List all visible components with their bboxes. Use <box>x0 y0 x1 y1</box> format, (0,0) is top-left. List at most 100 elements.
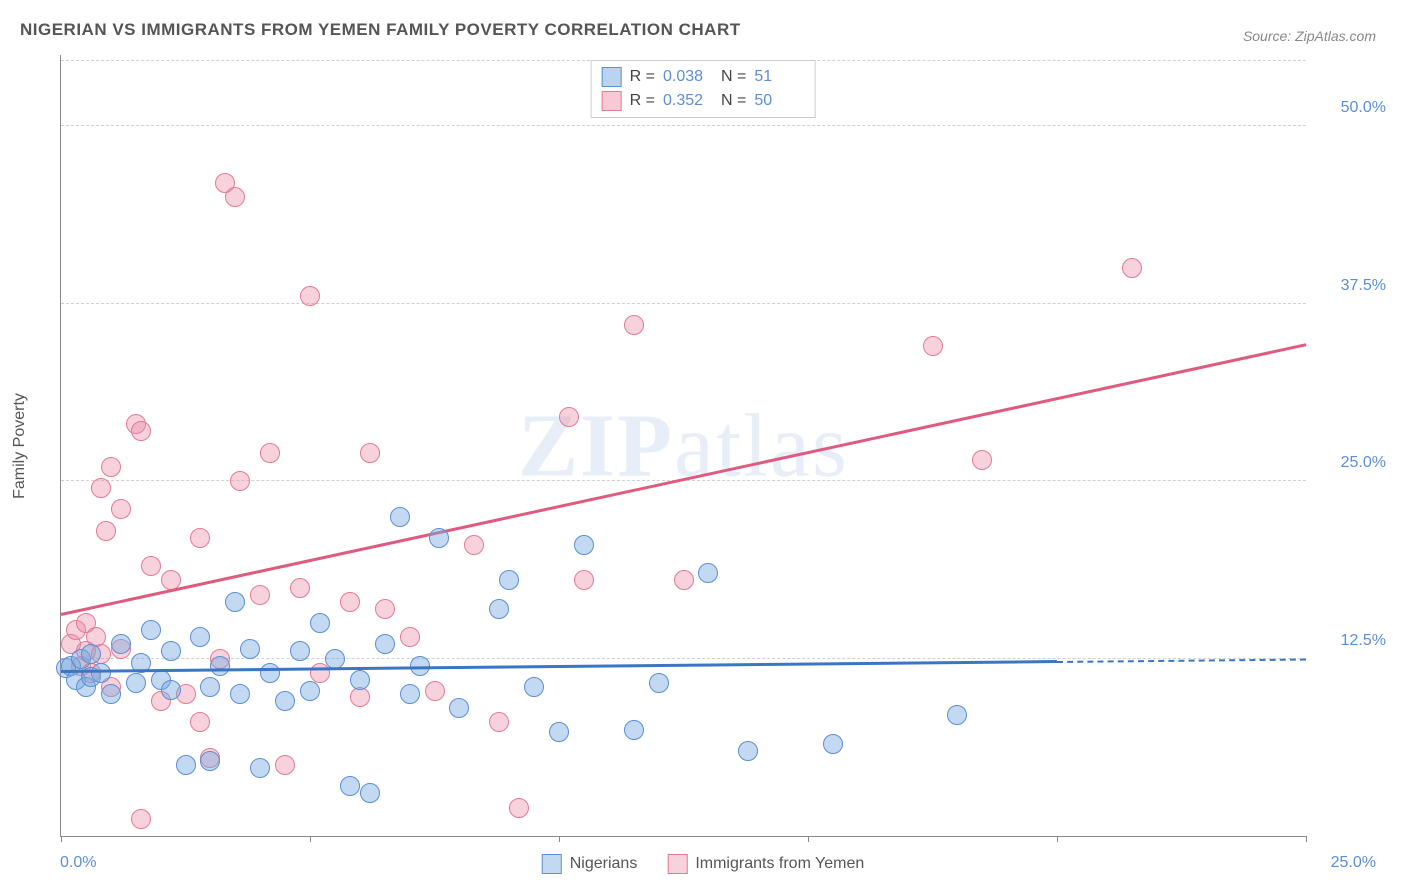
x-axis-origin-label: 0.0% <box>60 854 96 872</box>
data-point-nigerians <box>101 684 121 704</box>
x-axis-max-label: 25.0% <box>1331 854 1376 872</box>
stats-legend-row: R =0.038N =51 <box>602 65 805 89</box>
stats-legend-row: R =0.352N =50 <box>602 89 805 113</box>
data-point-yemen <box>489 712 509 732</box>
data-point-yemen <box>275 755 295 775</box>
data-point-nigerians <box>275 691 295 711</box>
data-point-nigerians <box>340 776 360 796</box>
x-tick <box>61 836 62 842</box>
x-tick <box>559 836 560 842</box>
r-value: 0.352 <box>663 89 713 113</box>
data-point-yemen <box>260 443 280 463</box>
data-point-nigerians <box>947 705 967 725</box>
stats-legend: R =0.038N =51R = 0.352 N = 50 <box>591 60 816 118</box>
data-point-yemen <box>375 599 395 619</box>
legend-swatch <box>542 854 562 874</box>
y-tick-label: 37.5% <box>1316 277 1386 295</box>
data-point-yemen <box>131 421 151 441</box>
data-point-nigerians <box>290 641 310 661</box>
data-point-nigerians <box>200 751 220 771</box>
legend-swatch <box>602 91 622 111</box>
data-point-nigerians <box>240 639 260 659</box>
data-point-yemen <box>190 712 210 732</box>
data-point-yemen <box>101 457 121 477</box>
data-point-nigerians <box>210 656 230 676</box>
series-legend: Nigerians Immigrants from Yemen <box>542 854 865 874</box>
legend-item-nigerians: Nigerians <box>542 854 638 874</box>
legend-swatch <box>602 67 622 87</box>
data-point-nigerians <box>225 592 245 612</box>
data-point-nigerians <box>823 734 843 754</box>
data-point-nigerians <box>350 670 370 690</box>
legend-label: Nigerians <box>570 855 638 873</box>
y-tick-label: 25.0% <box>1316 454 1386 472</box>
y-tick-label: 50.0% <box>1316 99 1386 117</box>
data-point-nigerians <box>161 641 181 661</box>
data-point-nigerians <box>449 698 469 718</box>
x-tick <box>1057 836 1058 842</box>
data-point-nigerians <box>111 634 131 654</box>
data-point-yemen <box>674 570 694 590</box>
data-point-yemen <box>574 570 594 590</box>
data-point-nigerians <box>375 634 395 654</box>
data-point-yemen <box>96 521 116 541</box>
data-point-yemen <box>350 687 370 707</box>
x-tick <box>310 836 311 842</box>
data-point-yemen <box>1122 258 1142 278</box>
n-value: 50 <box>754 89 804 113</box>
data-point-nigerians <box>524 677 544 697</box>
source-label: Source: ZipAtlas.com <box>1243 28 1376 44</box>
data-point-nigerians <box>141 620 161 640</box>
data-point-nigerians <box>499 570 519 590</box>
data-point-yemen <box>91 478 111 498</box>
data-point-yemen <box>559 407 579 427</box>
data-point-yemen <box>340 592 360 612</box>
data-point-yemen <box>624 315 644 335</box>
data-point-nigerians <box>161 680 181 700</box>
data-point-yemen <box>923 336 943 356</box>
data-point-yemen <box>400 627 420 647</box>
data-point-yemen <box>509 798 529 818</box>
data-point-yemen <box>425 681 445 701</box>
legend-item-yemen: Immigrants from Yemen <box>667 854 864 874</box>
data-point-nigerians <box>624 720 644 740</box>
gridline <box>61 125 1306 126</box>
data-point-nigerians <box>260 663 280 683</box>
data-point-nigerians <box>360 783 380 803</box>
data-point-yemen <box>225 187 245 207</box>
data-point-yemen <box>290 578 310 598</box>
chart-title: NIGERIAN VS IMMIGRANTS FROM YEMEN FAMILY… <box>20 20 741 40</box>
data-point-nigerians <box>390 507 410 527</box>
data-point-yemen <box>360 443 380 463</box>
trend-line-extrapolated-nigerians <box>1057 658 1306 662</box>
data-point-nigerians <box>310 613 330 633</box>
data-point-nigerians <box>190 627 210 647</box>
data-point-nigerians <box>698 563 718 583</box>
n-label: N = <box>721 89 746 113</box>
x-tick <box>1306 836 1307 842</box>
legend-swatch <box>667 854 687 874</box>
data-point-yemen <box>464 535 484 555</box>
data-point-nigerians <box>81 644 101 664</box>
data-point-nigerians <box>200 677 220 697</box>
data-point-yemen <box>131 809 151 829</box>
y-axis-label: Family Poverty <box>11 393 29 499</box>
chart-plot-area: ZIPatlas 12.5%25.0%37.5%50.0% <box>60 55 1306 837</box>
data-point-nigerians <box>300 681 320 701</box>
data-point-yemen <box>250 585 270 605</box>
data-point-yemen <box>310 663 330 683</box>
data-point-nigerians <box>126 673 146 693</box>
data-point-nigerians <box>489 599 509 619</box>
legend-label: Immigrants from Yemen <box>695 855 864 873</box>
data-point-nigerians <box>250 758 270 778</box>
r-label: R = <box>630 65 655 89</box>
y-tick-label: 12.5% <box>1316 632 1386 650</box>
data-point-yemen <box>111 499 131 519</box>
data-point-nigerians <box>574 535 594 555</box>
data-point-nigerians <box>738 741 758 761</box>
data-point-nigerians <box>549 722 569 742</box>
data-point-yemen <box>972 450 992 470</box>
gridline <box>61 303 1306 304</box>
x-tick <box>808 836 809 842</box>
data-point-yemen <box>230 471 250 491</box>
